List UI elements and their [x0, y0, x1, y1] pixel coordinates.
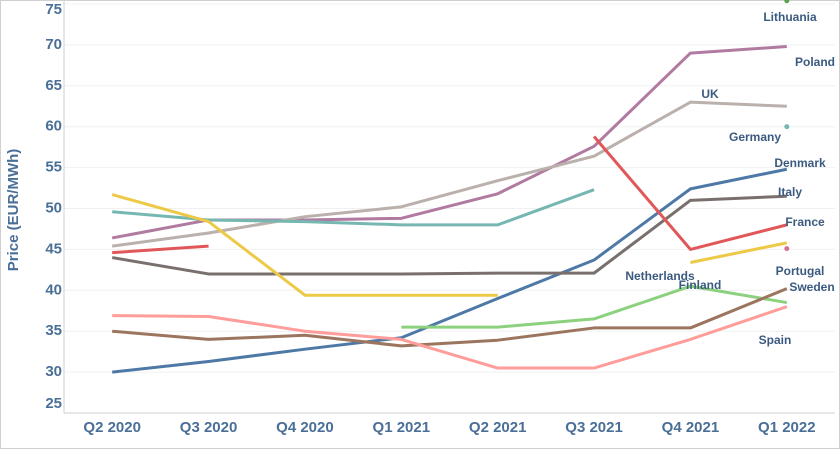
- line: [111, 100, 787, 248]
- x-tick-label: Q4 2021: [662, 419, 720, 436]
- y-tick-label: 75: [45, 1, 62, 18]
- y-tick-label: 65: [45, 77, 62, 94]
- x-tick-label: Q2 2020: [83, 419, 141, 436]
- y-tick-label: 70: [45, 36, 62, 53]
- series-label: UK: [701, 87, 719, 101]
- y-tick-label: 55: [45, 159, 62, 176]
- line: [111, 45, 787, 240]
- y-tick-label: 35: [45, 322, 62, 339]
- x-tick-label: Q4 2020: [276, 419, 334, 436]
- y-tick-label: 45: [45, 240, 62, 257]
- point: [784, 124, 790, 130]
- y-tick-label: 50: [45, 199, 62, 216]
- x-tick-label: Q3 2020: [180, 419, 238, 436]
- series-label: Portugal: [776, 264, 825, 278]
- line: [111, 194, 787, 276]
- x-tick-label: Q1 2021: [373, 419, 431, 436]
- y-tick-label: 60: [45, 118, 62, 135]
- line: [112, 244, 209, 255]
- series-label: Italy: [778, 185, 802, 199]
- line: [690, 241, 788, 264]
- x-tick-label: Q1 2022: [758, 419, 816, 436]
- series-label: Netherlands: [625, 269, 695, 283]
- y-tick-label: 30: [45, 363, 62, 380]
- series-label: Lithuania: [763, 10, 817, 24]
- series-label: Spain: [759, 333, 792, 347]
- series-label: Sweden: [789, 280, 834, 294]
- series-label: Finland: [679, 278, 722, 292]
- x-tick-label: Q3 2021: [565, 419, 623, 436]
- y-tick-label: 25: [45, 395, 62, 412]
- line: [112, 167, 788, 374]
- line: [112, 287, 788, 348]
- x-tick-label: Q2 2021: [469, 419, 527, 436]
- line: [111, 193, 498, 297]
- point: [784, 0, 790, 4]
- point: [784, 246, 790, 252]
- line: [401, 284, 788, 329]
- series-label: Germany: [729, 130, 781, 144]
- line: [112, 305, 788, 370]
- series-label: Denmark: [774, 156, 826, 170]
- series-label: Poland: [795, 55, 835, 69]
- line: [592, 135, 788, 251]
- y-tick-label: 40: [45, 281, 62, 298]
- y-axis-label: Price (EUR/MWh): [5, 149, 22, 272]
- series-label: France: [785, 215, 825, 229]
